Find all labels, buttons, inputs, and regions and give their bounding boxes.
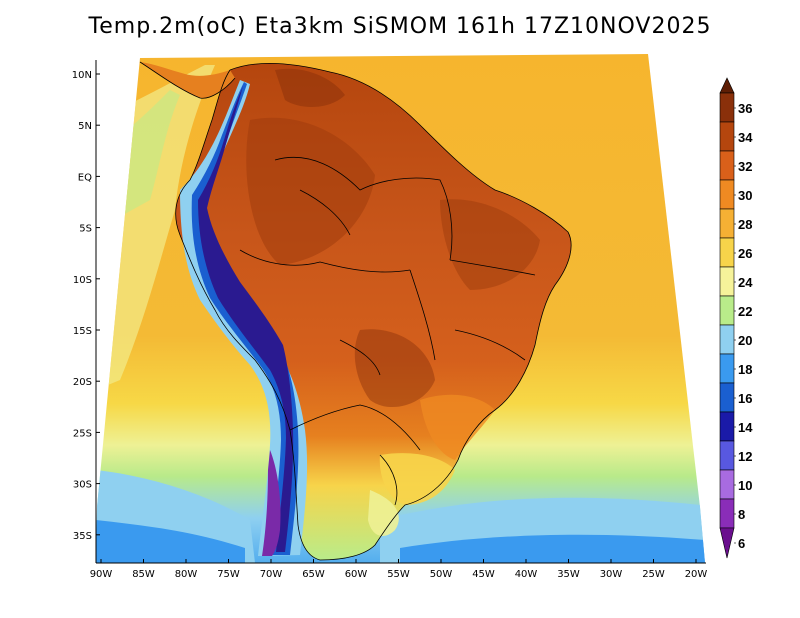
- lon-label: 60W: [345, 569, 368, 580]
- colorbar-label: 24: [738, 275, 753, 290]
- south-atlantic-colder: [400, 534, 705, 563]
- colorbar-top-arrow: [719, 77, 735, 94]
- colorbar-label: 26: [738, 246, 752, 261]
- colorbar-segment: [719, 440, 735, 471]
- colorbar-segment: [719, 237, 735, 268]
- colorbar-label: 28: [738, 217, 752, 232]
- colorbar-label: 16: [738, 391, 752, 406]
- lon-label: 80W: [175, 569, 198, 580]
- colorbar-segment: [719, 324, 735, 355]
- lat-label: 30S: [73, 480, 92, 491]
- lat-label: EQ: [78, 172, 92, 183]
- lon-label: 45W: [472, 569, 495, 580]
- lon-label: 70W: [260, 569, 283, 580]
- lon-label: 75W: [217, 569, 240, 580]
- lat-label: 25S: [73, 428, 92, 439]
- colorbar: 36 34 32 30 28 26 24 22 20 18 16 14 12 10 8 6: [719, 77, 753, 559]
- south-brazil-mild: [379, 453, 455, 505]
- north-hot-region: [275, 68, 345, 107]
- lat-label: 15S: [73, 326, 92, 337]
- patagonia-andes-cold: [262, 450, 281, 556]
- central-america-land: [140, 62, 235, 99]
- colorbar-segment: [719, 208, 735, 239]
- southeast-mild-region: [420, 394, 495, 460]
- amazon-hot-region: [246, 117, 375, 265]
- colorbar-segment: [719, 295, 735, 326]
- colorbar-label: 8: [738, 507, 745, 522]
- colorbar-segment: [719, 353, 735, 384]
- longitude-ticks: 90W 85W 80W 75W 70W 65W 60W 55W 50W 45W 40W 35W 30W 2…: [90, 559, 708, 580]
- lon-label: 65W: [302, 569, 325, 580]
- colorbar-segment: [719, 150, 735, 181]
- colorbar-segment: [719, 179, 735, 210]
- colorbar-segment: [719, 498, 735, 529]
- lat-label: 10N: [72, 70, 92, 81]
- lon-label: 20W: [685, 569, 708, 580]
- colorbar-label: 6: [738, 536, 745, 551]
- colorbar-label: 12: [738, 449, 752, 464]
- lat-label: 5S: [79, 224, 92, 235]
- lat-label: 5N: [78, 121, 92, 132]
- lon-label: 40W: [515, 569, 538, 580]
- colorbar-label: 22: [738, 304, 752, 319]
- south-pacific-colder: [96, 520, 245, 563]
- colorbar-label: 36: [738, 101, 752, 116]
- northeast-hot-region: [440, 199, 540, 290]
- latitude-ticks: 10N 5N EQ 5S 10S 15S 20S 25S 30S 35S: [72, 70, 100, 542]
- colorbar-label: 18: [738, 362, 752, 377]
- map-title: Temp.2m(oC) Eta3km SiSMOM 161h 17Z10NOV2…: [88, 14, 712, 39]
- colorbar-label: 32: [738, 159, 752, 174]
- data-domain: [96, 54, 705, 563]
- colorbar-segment: [719, 411, 735, 442]
- colorbar-label: 10: [738, 478, 752, 493]
- lon-label: 35W: [557, 569, 580, 580]
- central-west-hot-region: [354, 329, 435, 408]
- colorbar-segment: [719, 121, 735, 152]
- lon-label: 55W: [387, 569, 410, 580]
- colorbar-bottom-arrow: [719, 527, 735, 559]
- lon-label: 25W: [642, 569, 665, 580]
- colorbar-segment: [719, 382, 735, 413]
- lat-label: 10S: [73, 275, 92, 286]
- political-borders: [139, 61, 572, 561]
- colorbar-segment: [719, 469, 735, 500]
- lon-label: 30W: [600, 569, 623, 580]
- colorbar-segment: [719, 266, 735, 297]
- lon-label: 90W: [90, 569, 113, 580]
- lat-label: 35S: [73, 531, 92, 542]
- colorbar-label: 30: [738, 188, 752, 203]
- andes-coldest-band: [198, 86, 294, 552]
- colorbar-label: 34: [738, 130, 753, 145]
- lon-label: 85W: [132, 569, 155, 580]
- colorbar-label: 14: [738, 420, 753, 435]
- lat-label: 20S: [73, 377, 92, 388]
- lon-label: 50W: [430, 569, 453, 580]
- colorbar-segment: [719, 92, 735, 123]
- colorbar-label: 20: [738, 333, 752, 348]
- uruguay-cool: [368, 490, 399, 536]
